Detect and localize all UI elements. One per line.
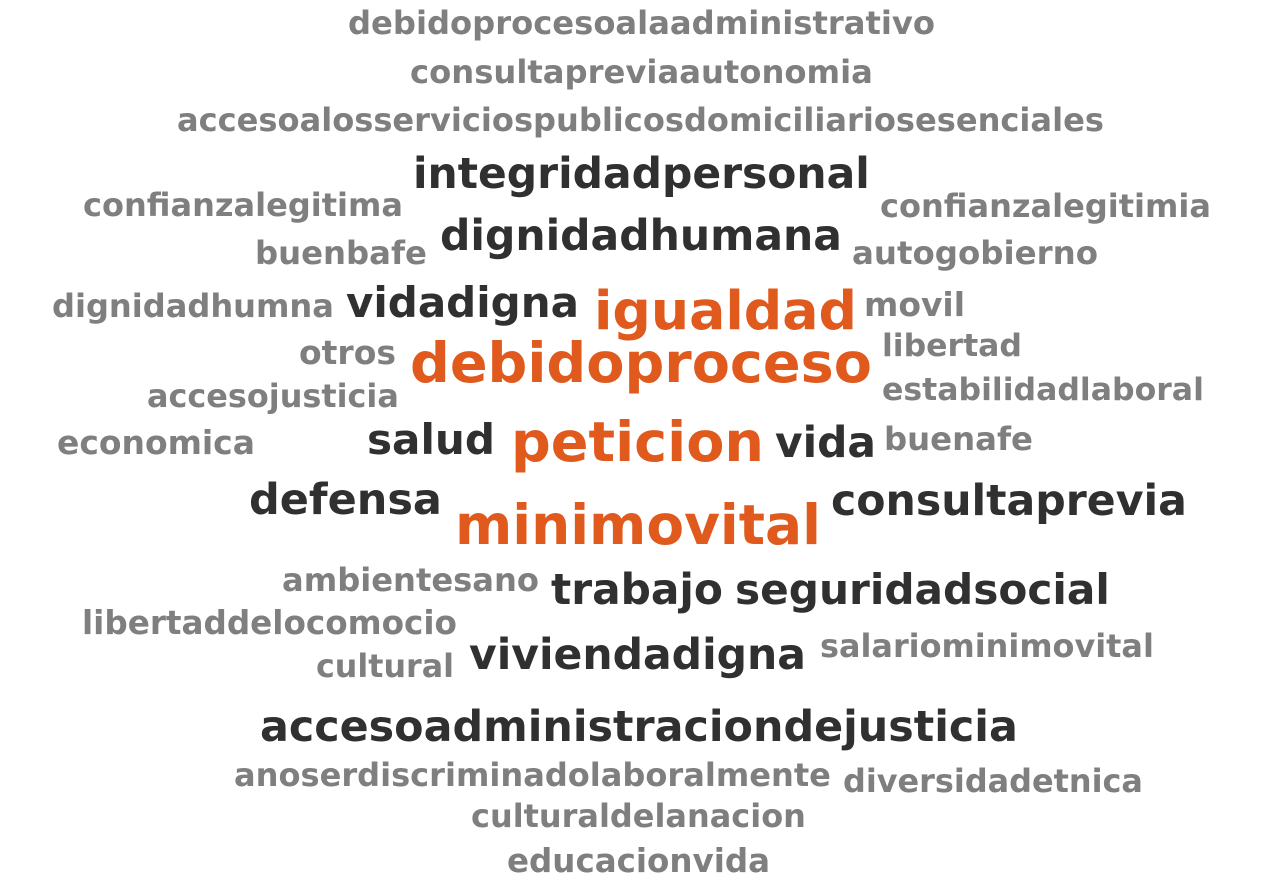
word-autogobierno: autogobierno [852, 233, 1098, 272]
word-confianzalegitima: confianzalegitima [83, 185, 403, 224]
word-estabilidadlaboral: estabilidadlaboral [882, 372, 1204, 409]
word-libertaddelocomocio: libertaddelocomocio [82, 603, 457, 642]
word-educacionvida: educacionvida [507, 841, 771, 880]
word-movil: movil [864, 284, 965, 324]
word-otros: otros [299, 332, 396, 372]
word-peticion: peticion [511, 409, 764, 475]
word-salariominimovital: salariominimovital [820, 627, 1154, 666]
word-diversidadetnica: diversidadetnica [843, 762, 1143, 801]
word-debidoproceso: debidoproceso [410, 331, 872, 397]
word-trabajo: trabajo [551, 564, 723, 614]
word-salud: salud [367, 414, 495, 464]
word-anoserdiscriminadolaboralmente: anoserdiscriminadolaboralmente [234, 755, 831, 794]
word-viviendadigna: viviendadigna [469, 630, 806, 680]
word-integridadpersonal: integridadpersonal [413, 149, 870, 199]
word-dignidadhumana: dignidadhumana [440, 211, 842, 261]
word-consultapreviaautonomia: consultapreviaautonomia [410, 53, 873, 92]
word-defensa: defensa [249, 474, 442, 525]
word-vidadigna: vidadigna [346, 277, 579, 327]
word-buenafe: buenafe [884, 419, 1033, 458]
word-culturaldelanacion: culturaldelanacion [471, 797, 806, 836]
word-confianzalegitimia: confianzalegitimia [880, 186, 1211, 225]
word-consultaprevia: consultaprevia [831, 475, 1187, 526]
word-vida: vida [775, 417, 876, 467]
word-ambientesano: ambientesano [282, 560, 539, 599]
word-buenbafe: buenbafe [255, 233, 427, 272]
word-accesoadministraciondejusticia: accesoadministraciondejusticia [260, 701, 1018, 752]
word-debidoprocesoalaadministrativo: debidoprocesoalaadministrativo [348, 4, 935, 43]
word-accesojusticia: accesojusticia [147, 377, 399, 416]
word-libertad: libertad [882, 328, 1022, 365]
word-accesoalosserviciospublicos: accesoalosserviciospublicosdomiciliarios… [177, 100, 1104, 139]
word-minimovital: minimovital [455, 493, 821, 558]
word-dignidadhumna: dignidadhumna [52, 286, 334, 325]
word-economica: economica [57, 422, 255, 462]
word-seguridadsocial: seguridadsocial [735, 564, 1110, 614]
word-igualdad: igualdad [594, 278, 857, 342]
word-cultural: cultural [316, 649, 454, 686]
